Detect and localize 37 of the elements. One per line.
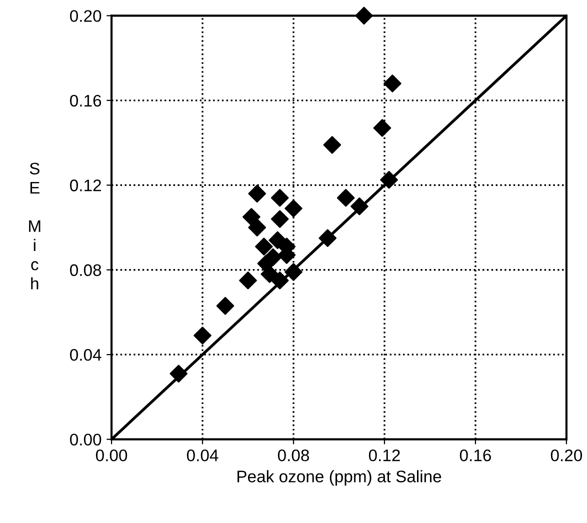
point — [284, 263, 302, 281]
y-tick-label: 0.00 — [70, 434, 102, 446]
point — [270, 210, 289, 228]
y-tick-label: 0.04 — [70, 348, 102, 361]
y-tick-label: 0.16 — [70, 94, 102, 107]
point — [350, 197, 368, 216]
point — [248, 184, 266, 203]
x-tick-label: 0.20 — [550, 449, 582, 462]
x-axis-title: Peak ozone (ppm) at Saline — [238, 470, 442, 486]
point — [336, 188, 355, 207]
point — [284, 200, 302, 218]
x-tick-label: 0.04 — [186, 449, 218, 462]
point — [384, 74, 402, 92]
point — [355, 6, 373, 25]
point — [248, 218, 266, 236]
point — [255, 238, 273, 256]
point — [216, 296, 234, 315]
point — [270, 188, 289, 207]
point — [242, 208, 260, 226]
point — [268, 231, 286, 250]
x-tick-label: 0.08 — [278, 449, 309, 462]
y-tick-label: 0.08 — [70, 264, 102, 276]
point — [270, 272, 289, 290]
y-tick-label: 0.12 — [70, 180, 101, 192]
text: SE Mich — [29, 162, 40, 290]
point — [373, 119, 392, 137]
point — [170, 364, 188, 383]
y-tick-label: 0.20 — [70, 10, 102, 22]
point — [323, 136, 342, 154]
point — [194, 326, 212, 344]
point — [239, 272, 257, 290]
point — [318, 229, 337, 248]
x-tick-label: 0.12 — [368, 449, 400, 462]
point — [380, 170, 398, 189]
x-tick-label: 0.00 — [96, 449, 128, 462]
x-tick-label: 0.16 — [460, 449, 491, 462]
point — [264, 248, 282, 266]
